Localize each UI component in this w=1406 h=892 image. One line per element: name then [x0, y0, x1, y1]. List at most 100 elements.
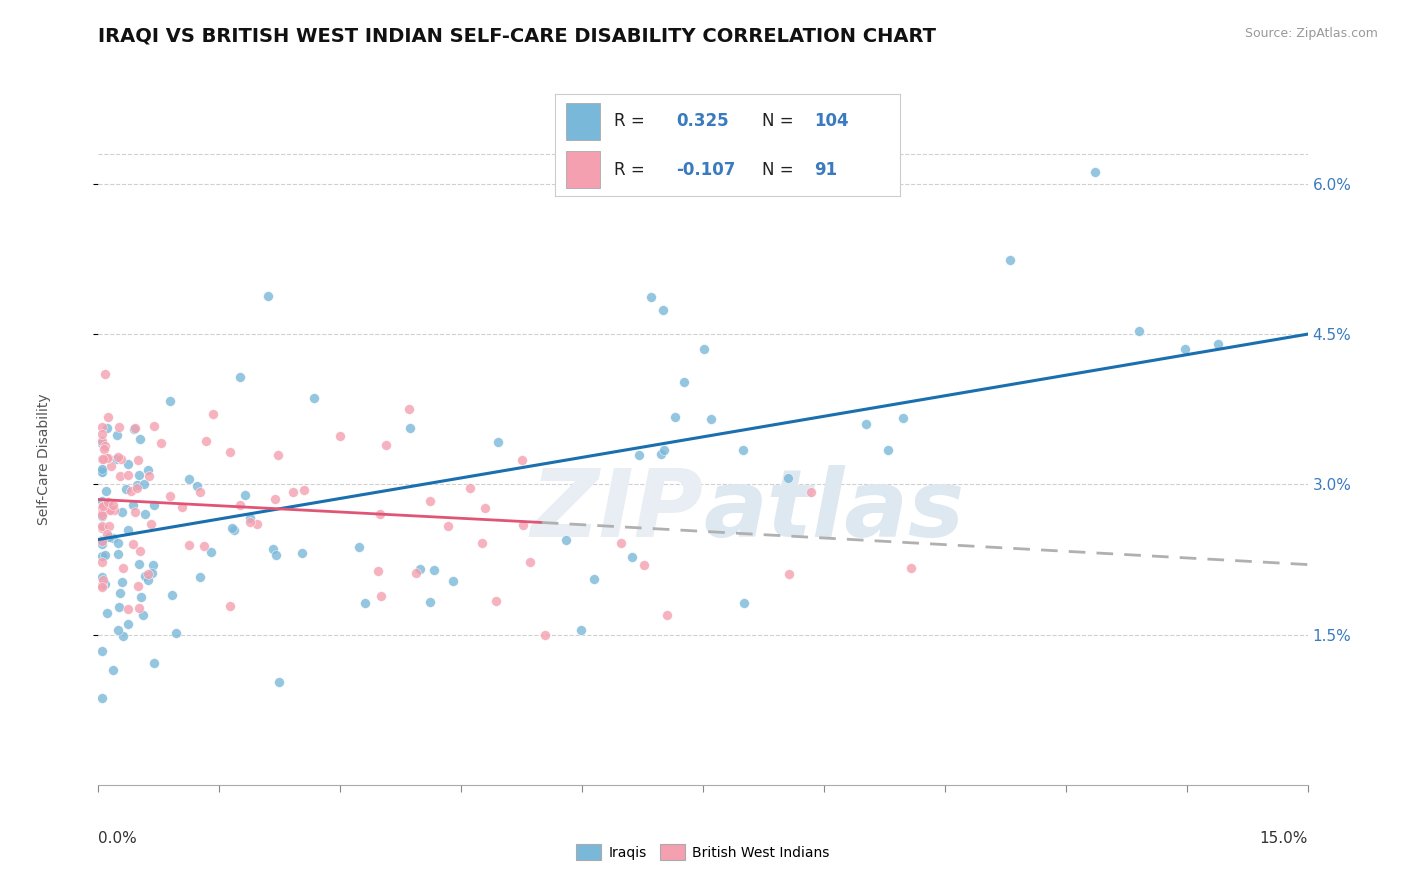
Point: [292, 483, 315, 498]
Point: [486, 435, 509, 450]
Point: [117, 523, 139, 537]
Point: [91, 420, 114, 434]
Point: [159, 489, 181, 503]
Point: [138, 468, 160, 483]
Point: [583, 572, 606, 586]
Point: [222, 523, 245, 537]
Text: R =: R =: [614, 112, 645, 130]
Point: [165, 625, 187, 640]
Point: [98, 519, 121, 533]
Point: [188, 485, 211, 500]
Point: [657, 608, 679, 623]
Text: ZIP: ZIP: [530, 466, 703, 558]
Text: Source: ZipAtlas.com: Source: ZipAtlas.com: [1244, 27, 1378, 40]
Point: [143, 419, 166, 434]
Point: [672, 375, 695, 389]
Point: [94, 484, 117, 499]
Point: [131, 607, 153, 622]
Legend: Iraqis, British West Indians: Iraqis, British West Indians: [571, 838, 835, 866]
Point: [108, 600, 131, 615]
Point: [177, 538, 200, 552]
Point: [170, 500, 193, 514]
Point: [91, 462, 114, 476]
Bar: [565, 103, 600, 140]
Point: [700, 412, 723, 426]
Point: [458, 481, 481, 495]
Point: [519, 556, 541, 570]
Point: [93, 451, 115, 466]
Point: [105, 428, 128, 442]
Point: [112, 561, 135, 575]
Point: [117, 467, 139, 482]
Point: [110, 452, 132, 467]
Point: [142, 499, 165, 513]
Point: [129, 432, 152, 446]
Text: IRAQI VS BRITISH WEST INDIAN SELF-CARE DISABILITY CORRELATION CHART: IRAQI VS BRITISH WEST INDIAN SELF-CARE D…: [98, 27, 936, 45]
Point: [569, 623, 592, 637]
Text: N =: N =: [762, 112, 793, 130]
Point: [127, 579, 149, 593]
Point: [111, 629, 134, 643]
Point: [621, 549, 644, 564]
Point: [96, 450, 118, 465]
Point: [731, 442, 754, 457]
Point: [127, 453, 149, 467]
Point: [471, 536, 494, 550]
Point: [97, 450, 120, 465]
Point: [437, 519, 460, 533]
Point: [264, 491, 287, 506]
Point: [855, 417, 877, 432]
Point: [117, 602, 139, 616]
Point: [93, 577, 115, 591]
Point: [91, 644, 114, 658]
Point: [776, 471, 799, 485]
Point: [269, 675, 291, 690]
Point: [128, 468, 150, 483]
Point: [91, 534, 114, 549]
Point: [229, 370, 252, 384]
Point: [91, 465, 114, 479]
Point: [94, 548, 117, 562]
Text: -0.107: -0.107: [676, 161, 735, 178]
Point: [93, 439, 115, 453]
Point: [246, 516, 269, 531]
Point: [91, 464, 114, 478]
Point: [218, 599, 240, 614]
Text: 104: 104: [814, 112, 848, 130]
Point: [96, 606, 118, 620]
Point: [91, 452, 114, 467]
Point: [900, 560, 922, 574]
Point: [256, 289, 278, 303]
Point: [405, 566, 427, 581]
Point: [266, 448, 288, 462]
Point: [103, 502, 125, 516]
Text: N =: N =: [762, 161, 793, 178]
Point: [104, 452, 127, 467]
Point: [179, 472, 201, 486]
Point: [115, 483, 138, 497]
Point: [160, 588, 183, 602]
Point: [419, 494, 441, 508]
Point: [121, 499, 143, 513]
Point: [124, 421, 146, 435]
Point: [91, 556, 114, 570]
Point: [443, 574, 465, 588]
Point: [91, 533, 114, 548]
Point: [120, 483, 142, 498]
Point: [96, 527, 118, 541]
Text: Self-Care Disability: Self-Care Disability: [37, 393, 51, 525]
Point: [138, 573, 160, 587]
Point: [124, 505, 146, 519]
Point: [159, 394, 181, 409]
Point: [628, 448, 651, 462]
Point: [652, 442, 675, 457]
Point: [103, 531, 125, 545]
Point: [128, 601, 150, 615]
Point: [134, 508, 156, 522]
Point: [91, 508, 114, 523]
Point: [91, 435, 114, 450]
Point: [100, 503, 122, 517]
Point: [101, 663, 124, 677]
Point: [139, 516, 162, 531]
Point: [651, 302, 673, 317]
